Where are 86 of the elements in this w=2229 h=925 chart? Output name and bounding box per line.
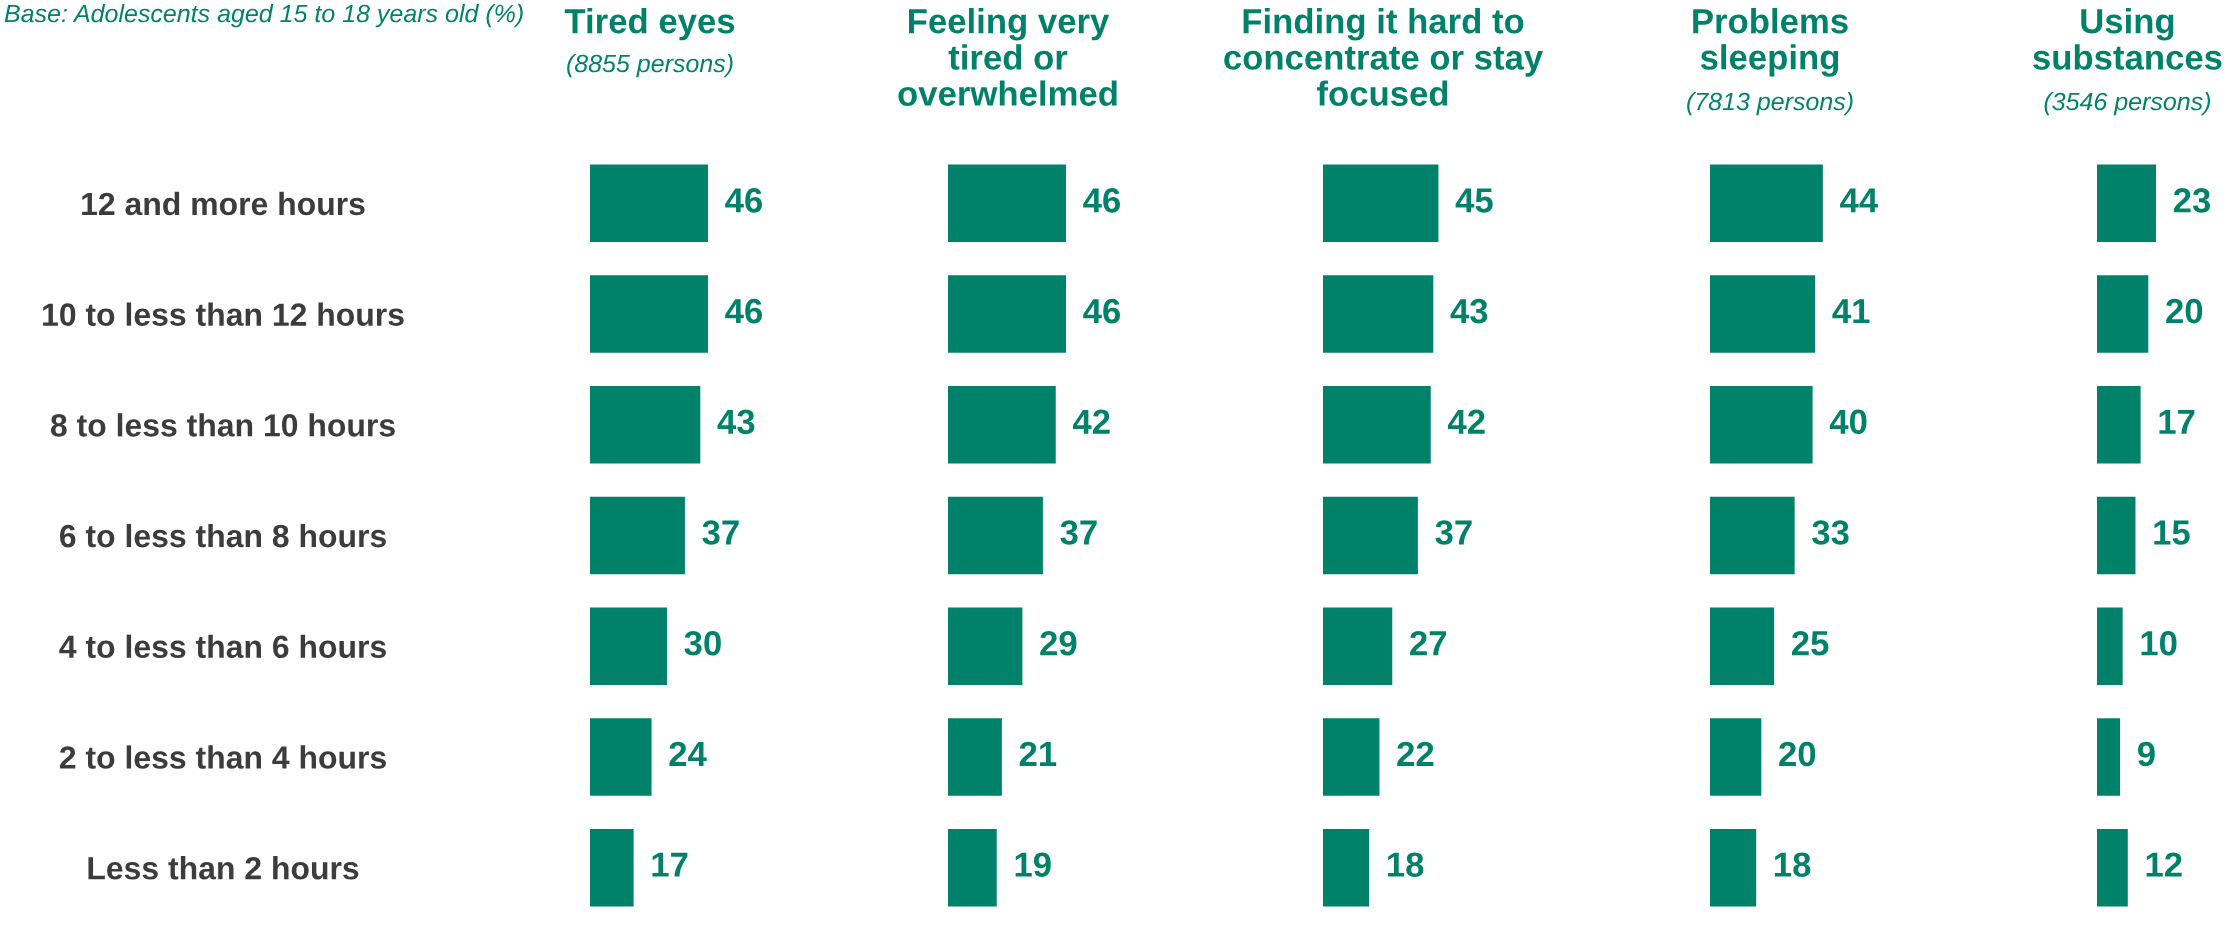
bar (590, 275, 708, 353)
bar (1323, 718, 1380, 796)
bar (1710, 718, 1762, 796)
bar (948, 275, 1066, 353)
y-tick-label: 4 to less than 6 hours (59, 634, 386, 659)
chart-title: Tired eyes (564, 8, 735, 41)
bar (1323, 386, 1431, 464)
data-label: 40 (1829, 409, 1867, 435)
bar (1323, 164, 1439, 243)
bar (1710, 607, 1775, 685)
bar (1323, 828, 1370, 907)
data-label: 17 (652, 852, 688, 877)
data-label: 17 (2159, 409, 2195, 434)
bar (2097, 607, 2123, 685)
chart-title: Feeling very tired or overwhelmed (898, 8, 1117, 106)
data-label: 20 (1779, 741, 1816, 767)
data-label: 43 (1450, 298, 1488, 324)
bar (1710, 496, 1795, 575)
y-tick-label: Less than 2 hours (88, 856, 359, 880)
bar (2097, 496, 2136, 575)
data-label: 12 (2146, 852, 2182, 877)
bar (590, 386, 701, 464)
bar (948, 718, 1002, 796)
y-tick-label: 12 and more hours (82, 191, 365, 216)
data-label: 46 (725, 298, 763, 324)
data-label: 18 (1388, 852, 1424, 877)
data-label: 37 (702, 520, 739, 545)
data-label: 25 (1792, 630, 1829, 656)
data-label: 10 (2141, 630, 2177, 656)
y-tick-label: 8 to less than 10 hours (50, 413, 395, 437)
chart-subtitle: (3546 persons) (2044, 92, 2211, 116)
bar (2097, 386, 2141, 464)
bar (948, 496, 1043, 575)
bar (1710, 275, 1816, 353)
data-label: 23 (2173, 188, 2211, 213)
bar (948, 164, 1066, 243)
bar (590, 164, 708, 243)
chart-title: Using substances (2033, 8, 2222, 70)
data-label: 46 (1083, 188, 1121, 213)
data-label: 20 (2166, 298, 2203, 324)
bar (590, 718, 652, 796)
bar (2097, 275, 2149, 353)
data-label: 22 (1397, 741, 1434, 766)
data-label: 19 (1015, 852, 1051, 877)
data-label: 30 (684, 630, 721, 656)
bar (2097, 718, 2121, 796)
data-label: 18 (1775, 852, 1811, 877)
bar (1323, 607, 1393, 685)
bar (1710, 828, 1757, 907)
data-label: 37 (1060, 520, 1097, 545)
data-label: 9 (2137, 741, 2155, 767)
data-label: 44 (1840, 188, 1878, 213)
data-label: 33 (1812, 520, 1849, 545)
bar (2097, 164, 2156, 243)
chart-subtitle: (8855 persons) (567, 54, 733, 78)
data-label: 24 (669, 741, 707, 766)
data-label: 45 (1455, 188, 1493, 213)
y-tick-label: 6 to less than 8 hours (59, 523, 386, 548)
bar (590, 607, 667, 685)
y-tick-label: 10 to less than 12 hours (43, 302, 404, 326)
bar (590, 828, 634, 907)
bar (590, 496, 685, 575)
chart-title: Problems sleeping (1693, 8, 1848, 77)
bar (948, 828, 997, 907)
text: Base: Adolescents aged 15 to 18 years old (%) (4, 4, 523, 28)
bar (1323, 275, 1434, 353)
y-tick-label: 2 to less than 4 hours (59, 745, 386, 769)
chart-title: Finding it hard to concentrate or stay focused (1224, 8, 1543, 106)
data-label: 15 (2154, 520, 2190, 545)
data-label: 42 (1072, 409, 1110, 434)
data-label: 29 (1040, 630, 1077, 656)
data-label: 42 (1447, 409, 1485, 434)
bar (1710, 164, 1823, 243)
data-label: 46 (1083, 298, 1121, 324)
bar (948, 607, 1023, 685)
bar (1710, 386, 1813, 464)
data-label: 37 (1435, 520, 1472, 545)
bar (1323, 496, 1418, 575)
data-label: 21 (1019, 741, 1057, 766)
data-label: 43 (717, 409, 755, 435)
chart-subtitle: (7813 persons) (1687, 92, 1853, 116)
data-label: 46 (725, 188, 763, 213)
data-label: 41 (1832, 299, 1870, 324)
bar (2097, 828, 2128, 907)
bar (948, 386, 1056, 464)
data-label: 27 (1410, 630, 1447, 656)
